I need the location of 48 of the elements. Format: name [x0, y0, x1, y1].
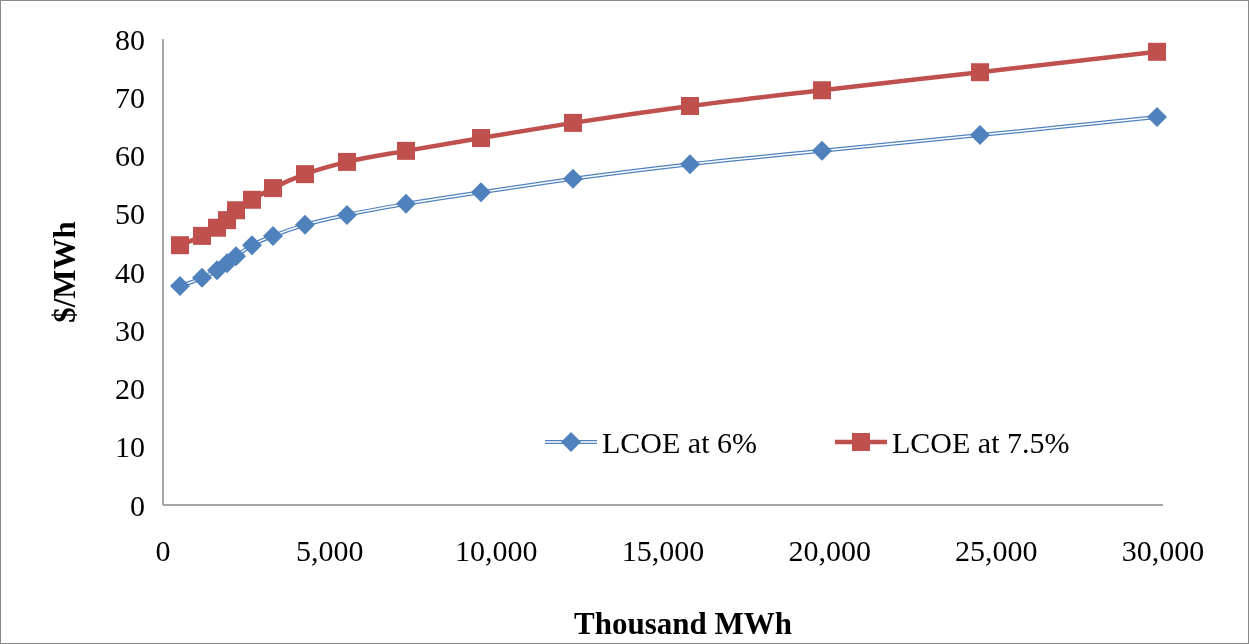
- x-tick-label: 15,000: [621, 534, 705, 567]
- y-tick-label: 30: [115, 313, 145, 347]
- point: [471, 182, 491, 203]
- point: [170, 275, 190, 296]
- point: [338, 152, 356, 171]
- x-tick-label: 0: [155, 534, 171, 567]
- x-tick-label: 5,000: [295, 534, 364, 567]
- point: [970, 125, 990, 146]
- point: [1148, 42, 1166, 61]
- point: [397, 141, 415, 160]
- y-tick-label: 10: [115, 430, 145, 464]
- point: [971, 63, 989, 82]
- x-tick-label: 20,000: [788, 534, 871, 567]
- point: [263, 225, 283, 246]
- y-tick-label: 80: [115, 22, 145, 56]
- point: [564, 113, 582, 132]
- y-tick-label: 40: [115, 255, 145, 289]
- point: [681, 96, 699, 115]
- point: [264, 179, 282, 198]
- point: [171, 236, 189, 255]
- point: [295, 214, 315, 235]
- legend-label: LCOE at 6%: [602, 425, 757, 459]
- x-axis-title: Thousand MWh: [574, 606, 792, 641]
- point: [472, 129, 490, 148]
- point: [226, 246, 246, 267]
- point: [1147, 107, 1167, 128]
- y-tick-label: 50: [115, 197, 145, 231]
- legend-label: LCOE at 7.5%: [892, 425, 1070, 459]
- x-tick-label: 25,000: [955, 534, 1038, 567]
- point: [680, 154, 700, 175]
- y-axis-title: $/MWh: [47, 221, 82, 323]
- point: [227, 201, 245, 220]
- x-tick-label: 30,000: [1121, 534, 1205, 567]
- point: [193, 226, 211, 245]
- point: [296, 165, 314, 184]
- point: [813, 81, 831, 100]
- point: [563, 168, 583, 189]
- point: [192, 267, 212, 288]
- point: [812, 140, 832, 161]
- point: [396, 193, 416, 214]
- y-tick-label: 20: [115, 372, 145, 405]
- y-tick-label: 60: [115, 139, 145, 172]
- point: [243, 190, 261, 209]
- y-tick-label: 70: [115, 80, 145, 114]
- point: [337, 204, 357, 225]
- x-tick-label: 10,000: [455, 534, 538, 567]
- point: [242, 235, 262, 256]
- y-tick-label: 0: [130, 488, 145, 522]
